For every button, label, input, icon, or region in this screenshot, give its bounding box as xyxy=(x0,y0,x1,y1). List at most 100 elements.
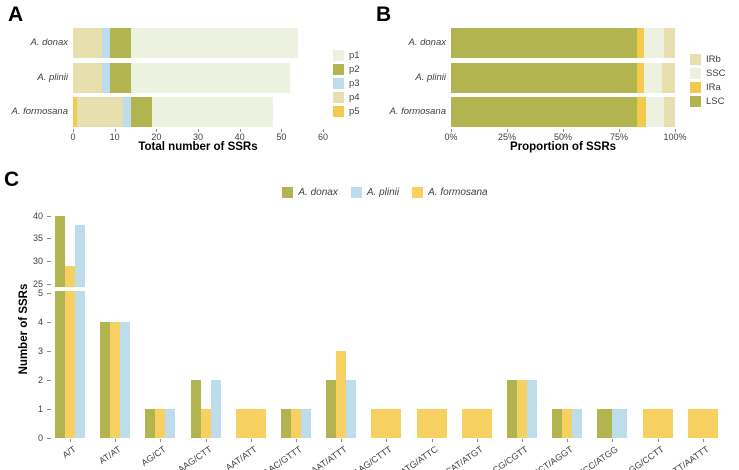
bar-segment-p3 xyxy=(102,28,111,58)
bar-upper-a-plinii xyxy=(75,224,85,287)
bar-upper-a-formosana xyxy=(65,265,75,287)
bar-a-donax xyxy=(552,408,563,438)
bar-segment-irb xyxy=(661,62,675,93)
bar-a-formosana xyxy=(642,408,673,438)
legend-swatch-p3 xyxy=(333,77,344,89)
legend-swatch-ira xyxy=(690,81,701,93)
y-axis-tick-label: 35 xyxy=(32,233,43,244)
x-axis-tick-label: 10 xyxy=(109,132,120,142)
legend-item-ssc: SSC xyxy=(690,66,726,80)
x-axis-tick-label: 60 xyxy=(317,132,328,142)
legend-label: LSC xyxy=(706,95,725,107)
bar-a-donax xyxy=(145,408,156,438)
upper-axis-section xyxy=(52,207,725,287)
x-axis-tick xyxy=(156,128,158,132)
legend-label: p3 xyxy=(349,77,360,89)
legend-item-p4: p4 xyxy=(333,90,360,104)
y-axis-tick-label: 3 xyxy=(37,345,43,356)
legend-swatch-p1 xyxy=(333,49,344,61)
stacked-bar xyxy=(451,97,675,128)
y-axis-tick xyxy=(47,350,51,352)
legend-swatch-p4 xyxy=(333,91,344,103)
bar-a-formosana xyxy=(235,408,266,438)
y-axis-tick xyxy=(47,283,51,285)
x-axis-tick xyxy=(567,439,569,442)
x-axis-tick xyxy=(522,439,523,442)
bar-a-donax xyxy=(326,379,337,438)
x-axis-tick-label: 30 xyxy=(192,132,203,142)
bar-segment-ira xyxy=(636,28,644,58)
panel-c-letter: C xyxy=(4,168,20,191)
legend-label: A. plinii xyxy=(366,186,400,198)
legend-item-lsc: LSC xyxy=(690,94,726,108)
bar-a-plinii xyxy=(346,379,357,438)
x-axis-tick xyxy=(296,439,297,442)
bar-segment-irb xyxy=(663,28,675,58)
bar-segment-p2 xyxy=(110,62,132,93)
bar-segment-p4 xyxy=(77,97,123,128)
legend-item-a-formosana: A. formosana xyxy=(412,185,488,199)
bar-a-donax xyxy=(281,408,291,438)
x-axis-tick xyxy=(702,439,704,442)
bar-a-formosana xyxy=(110,321,121,438)
bar-a-plinii xyxy=(527,379,537,438)
stacked-bar xyxy=(451,28,675,58)
panel-b-x-axis-title: Proportion of SSRs xyxy=(509,141,617,153)
panel-a-letter: A xyxy=(8,3,24,26)
legend-swatch-a-plinii xyxy=(350,186,362,198)
legend-swatch-a-donax xyxy=(282,186,294,198)
legend-label: p5 xyxy=(349,105,360,117)
legend-label: SSC xyxy=(706,67,726,79)
y-axis-tick xyxy=(47,238,51,240)
x-axis-tick-label: 20 xyxy=(151,132,162,142)
bar-segment-irb xyxy=(663,97,675,128)
bar-a-donax xyxy=(507,379,517,438)
stacked-bar xyxy=(73,28,298,58)
bar-a-formosana xyxy=(687,408,718,438)
y-axis-tick-label: 5 xyxy=(37,287,43,298)
legend-swatch-lsc xyxy=(690,95,701,107)
row-label-a-donax: A. donax xyxy=(408,37,447,48)
x-axis-tick xyxy=(160,439,162,442)
bar-a-formosana xyxy=(562,408,573,438)
x-axis-tick-label: 50 xyxy=(276,132,287,142)
y-axis-tick-label: 2 xyxy=(37,374,43,385)
bar-segment-ssc xyxy=(645,97,664,128)
bar-a-formosana xyxy=(517,379,527,438)
bar-a-plinii xyxy=(75,291,85,438)
bar-segment-p2 xyxy=(131,97,153,128)
legend-item-ira: IRa xyxy=(690,80,726,94)
x-axis-tick-label: 25% xyxy=(497,132,516,142)
bar-a-formosana xyxy=(461,408,492,438)
bar-segment-p1 xyxy=(131,62,290,93)
legend-item-a-plinii: A. plinii xyxy=(350,185,400,199)
bar-a-formosana xyxy=(200,408,211,438)
bar-segment-ssc xyxy=(643,62,662,93)
row-label-a-donax: A. donax xyxy=(30,37,69,48)
bar-a-plinii xyxy=(210,379,221,438)
x-axis-tick xyxy=(205,439,207,442)
panel-b-letter: B xyxy=(376,3,392,26)
bar-a-plinii xyxy=(612,408,628,438)
x-axis-tick-label: 0% xyxy=(444,132,458,142)
bar-segment-ira xyxy=(636,97,646,128)
y-axis-tick-label: 25 xyxy=(32,278,43,289)
bar-segment-p3 xyxy=(102,62,111,93)
legend-label: A. formosana xyxy=(428,186,488,198)
y-axis-tick xyxy=(47,379,51,381)
panel-a-x-axis-title: Total number of SSRs xyxy=(138,141,258,153)
row-label-a-formosana: A. formosana xyxy=(389,106,447,118)
panel-c-legend: A. donax A. plinii A. formosana xyxy=(220,185,550,199)
legend-item-p5: p5 xyxy=(333,104,360,118)
legend-label: p4 xyxy=(349,91,360,103)
legend-label: p2 xyxy=(349,63,360,75)
bar-segment-p4 xyxy=(73,28,103,58)
x-axis-tick xyxy=(507,128,508,132)
legend-swatch-p5 xyxy=(333,105,344,117)
x-axis-tick xyxy=(73,128,74,132)
x-axis-tick xyxy=(451,128,452,132)
row-label-a-plinii: A. plinii xyxy=(415,71,446,83)
bar-a-formosana xyxy=(65,291,75,438)
bar-segment-p5 xyxy=(73,97,78,128)
